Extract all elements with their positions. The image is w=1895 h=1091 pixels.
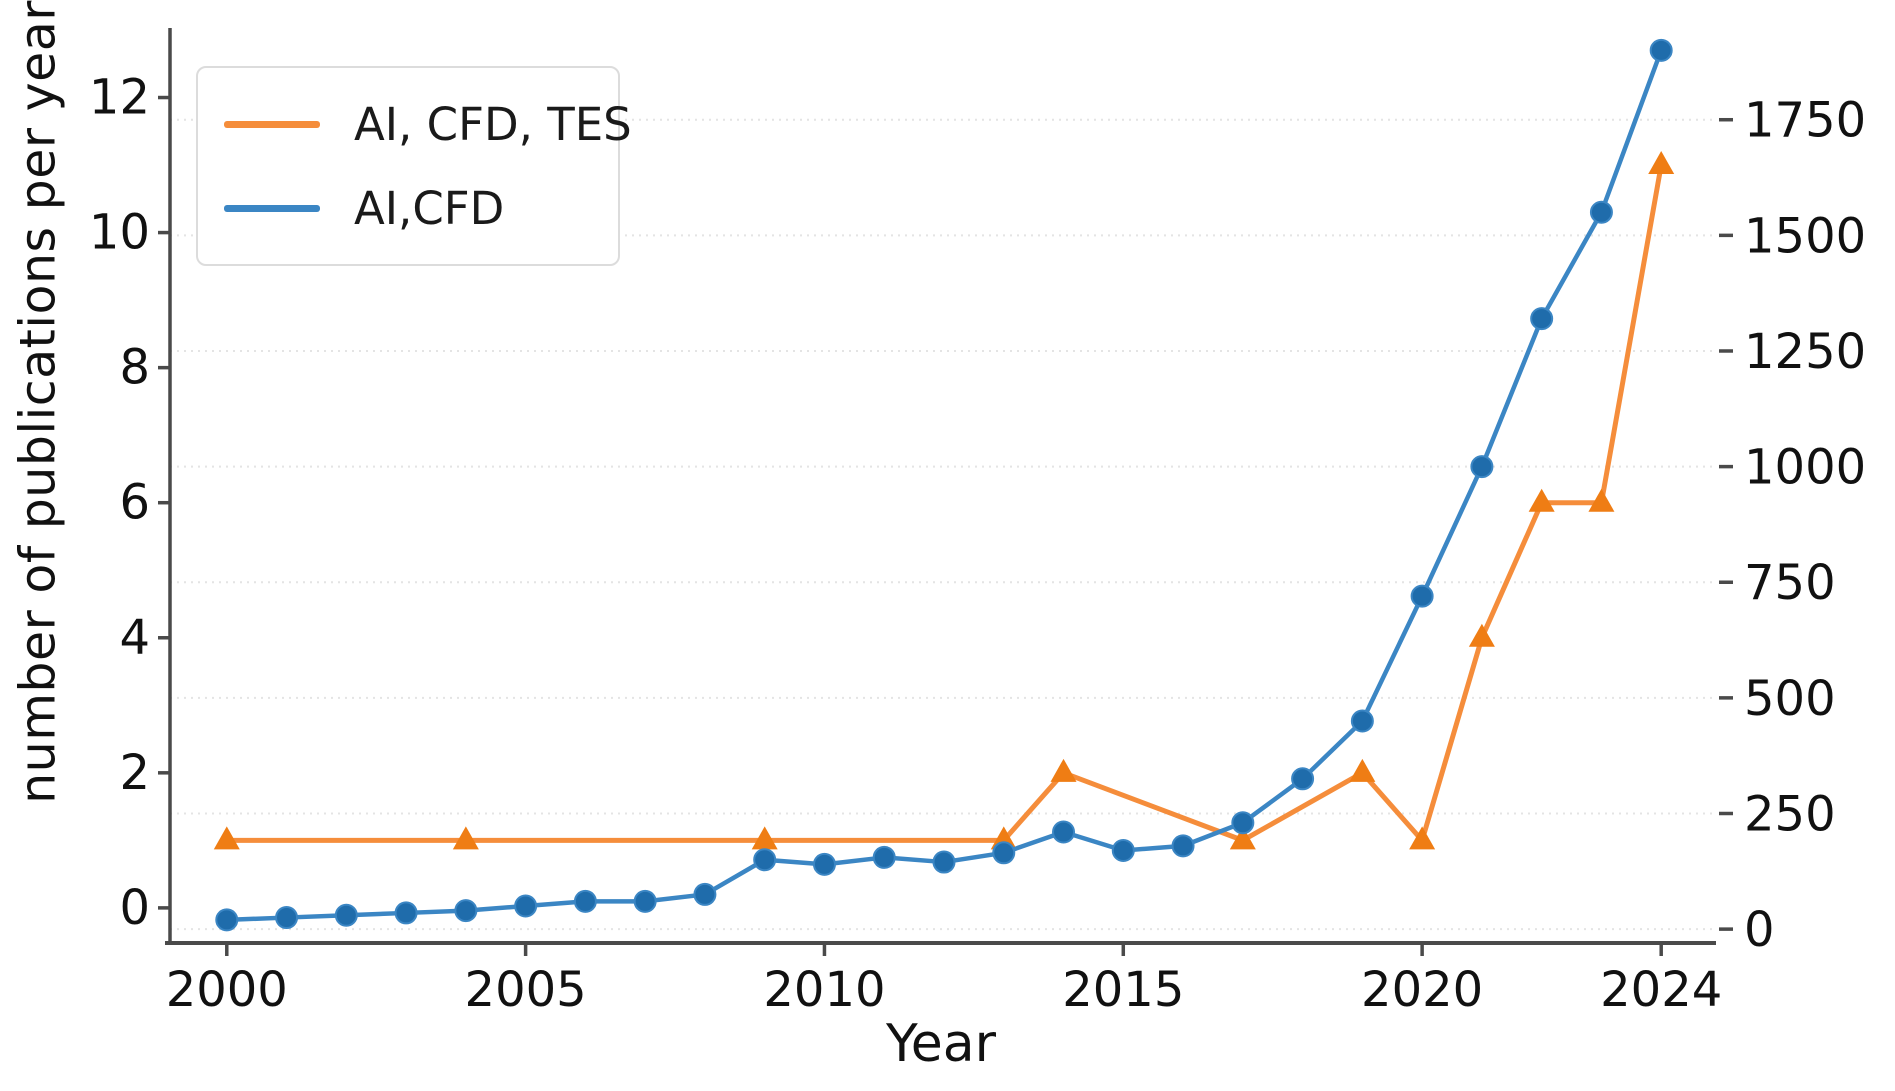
data-point-triangle-marker <box>213 826 240 850</box>
x-tick-label: 2015 <box>1062 962 1184 1018</box>
data-point-triangle-marker <box>1468 623 1495 647</box>
x-tick-label: 2010 <box>763 962 885 1018</box>
right-tick-label: 1750 <box>1744 93 1866 149</box>
right-tick-label: 750 <box>1744 555 1836 611</box>
data-point-triangle-marker <box>1648 151 1675 175</box>
data-point-circle-marker <box>693 882 717 906</box>
data-point-circle-marker <box>992 841 1016 865</box>
left-tick-label: 2 <box>119 745 150 801</box>
data-point-circle-marker <box>454 899 478 923</box>
data-point-circle-marker <box>1171 834 1195 858</box>
y-axis-title: number of publications per year <box>9 0 67 804</box>
series-line-ai-cfd-tes <box>224 162 1664 843</box>
legend-item-ai-cfd: AI,CFD <box>224 182 592 235</box>
data-point-circle-marker <box>215 908 239 932</box>
right-tick-label: 1250 <box>1744 324 1866 380</box>
left-tick-label: 4 <box>119 610 150 666</box>
data-point-circle-marker <box>394 901 418 925</box>
data-point-circle-marker <box>573 889 597 913</box>
data-point-triangle-marker <box>1409 826 1436 850</box>
x-tick-label: 2024 <box>1600 962 1722 1018</box>
data-point-circle-marker <box>514 894 538 918</box>
data-point-circle-marker <box>275 906 299 930</box>
data-point-circle-marker <box>334 903 358 927</box>
data-point-circle-marker <box>1649 38 1673 62</box>
x-tick-label: 2000 <box>166 962 288 1018</box>
data-point-circle-marker <box>1470 455 1494 479</box>
legend-label: AI, CFD, TES <box>354 97 632 151</box>
x-axis-title: Year <box>885 1014 997 1074</box>
data-point-circle-marker <box>932 850 956 874</box>
data-point-triangle-marker <box>1528 488 1555 512</box>
data-point-triangle-marker <box>1050 758 1077 782</box>
left-tick-label: 8 <box>119 340 150 396</box>
data-point-circle-marker <box>872 845 896 869</box>
legend: AI, CFD, TES AI,CFD <box>196 66 632 266</box>
data-point-circle-marker <box>1231 811 1255 835</box>
data-point-circle-marker <box>1410 584 1434 608</box>
left-tick-label: 12 <box>89 70 150 126</box>
data-point-triangle-marker <box>1229 826 1256 850</box>
data-point-triangle-marker <box>751 826 778 850</box>
data-point-circle-marker <box>633 889 657 913</box>
data-point-triangle-marker <box>1588 488 1615 512</box>
data-point-circle-marker <box>1589 200 1613 224</box>
data-point-circle-marker <box>753 848 777 872</box>
data-point-circle-marker <box>812 852 836 876</box>
legend-label: AI,CFD <box>354 181 505 235</box>
left-tick-label: 0 <box>119 880 150 936</box>
right-tick-label: 0 <box>1744 902 1775 958</box>
data-point-circle-marker <box>1291 767 1315 791</box>
data-point-circle-marker <box>1530 307 1554 331</box>
right-tick-label: 500 <box>1744 671 1836 727</box>
data-point-circle-marker <box>1111 838 1135 862</box>
x-tick-label: 2020 <box>1361 962 1483 1018</box>
legend-swatch-orange-line <box>224 120 320 128</box>
data-point-triangle-marker <box>452 826 479 850</box>
x-tick-label: 2005 <box>465 962 587 1018</box>
left-tick-label: 10 <box>89 205 150 261</box>
right-tick-label: 250 <box>1744 786 1836 842</box>
data-point-circle-marker <box>1350 709 1374 733</box>
data-point-circle-marker <box>1052 820 1076 844</box>
legend-swatch-blue-line <box>224 204 320 212</box>
right-tick-label: 1500 <box>1744 208 1866 264</box>
legend-item-ai-cfd-tes: AI, CFD, TES <box>224 98 632 151</box>
right-tick-label: 1000 <box>1744 440 1866 496</box>
left-tick-label: 6 <box>119 475 150 531</box>
data-point-triangle-marker <box>1349 758 1376 782</box>
